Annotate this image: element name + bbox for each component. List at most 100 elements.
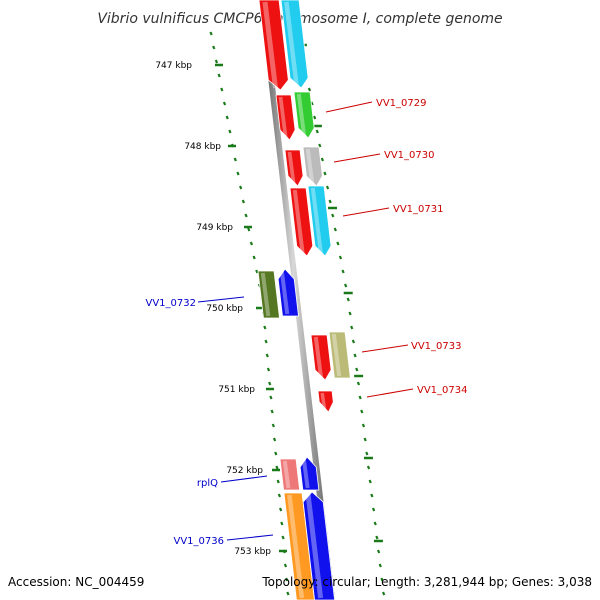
gene-label: VV1_0736	[174, 536, 225, 547]
tick-dot	[382, 591, 386, 596]
tick-dot	[280, 521, 284, 526]
tick-dot	[358, 395, 362, 400]
gene-highlight	[287, 494, 305, 599]
tick-dot	[236, 171, 240, 176]
tick-label: 749 kbp	[196, 223, 233, 233]
tick-label: 747 kbp	[155, 61, 192, 71]
summary-text: Topology: circular; Length: 3,281,944 bp…	[261, 575, 592, 589]
tick-dot	[366, 465, 371, 470]
gene-arrow	[289, 187, 314, 257]
label-leader	[197, 296, 245, 303]
gene-arrow	[279, 458, 301, 491]
gene-highlight	[305, 148, 315, 185]
tick-dot	[228, 129, 232, 134]
tick-dot	[370, 493, 374, 498]
label-leader	[366, 388, 414, 398]
tick-label: 750 kbp	[206, 304, 243, 314]
gene-highlight	[282, 460, 291, 489]
gene-arrow	[277, 268, 299, 317]
tick-dot	[310, 101, 314, 106]
gene-highlight	[292, 189, 305, 255]
tick-dot	[341, 269, 345, 274]
tick-dot	[281, 535, 285, 540]
tick-dot	[265, 353, 269, 358]
label-leader	[333, 153, 381, 163]
tick-dot	[272, 437, 277, 442]
tick-dot	[233, 157, 237, 162]
tick-label: 748 kbp	[184, 142, 221, 152]
gene-labels: VV1_0729 VV1_0730 VV1_0731 VV1_0732 VV1_0733…	[146, 98, 468, 547]
tick-dot	[209, 31, 213, 36]
tick-dot	[378, 563, 382, 568]
gene-arrow	[275, 94, 296, 141]
gene-arrow	[280, 0, 309, 89]
tick-dot	[376, 549, 381, 554]
gene-arrow	[302, 146, 323, 187]
gene-arrow	[299, 456, 320, 491]
gene-highlight	[320, 392, 327, 411]
tick-dot	[318, 143, 322, 148]
tick-dot	[255, 269, 259, 274]
tick-dot	[263, 325, 267, 330]
tick-dot	[355, 367, 359, 372]
tick-dot	[244, 213, 248, 218]
tick-dot	[350, 325, 354, 330]
gene-highlight	[305, 493, 324, 599]
tick-dot	[373, 521, 377, 526]
tick-dot	[346, 297, 350, 302]
gene-label: VV1_0734	[417, 385, 468, 396]
gene-highlight	[279, 270, 290, 315]
tick-dot	[344, 283, 348, 288]
tick-dot	[320, 157, 325, 162]
tick-labels: 747 kbp 748 kbp 749 kbp 750 kbp 751 kbp 752 k…	[155, 61, 287, 557]
tick-dot	[348, 311, 352, 316]
label-leader	[220, 475, 268, 483]
gene-label: VV1_0732	[146, 298, 197, 309]
tick-dot	[220, 87, 224, 92]
tick-dot	[247, 227, 251, 232]
tick-dot	[252, 255, 256, 260]
tick-dot	[313, 115, 317, 120]
gene-arrow	[307, 185, 332, 257]
gene-arrow	[284, 149, 304, 187]
tick-dot	[274, 451, 278, 456]
gene-highlight	[313, 336, 324, 379]
gene-highlight	[331, 333, 342, 377]
label-leader	[361, 344, 409, 353]
tick-dot	[217, 73, 221, 78]
tick-dot	[323, 171, 327, 176]
tick-dot	[249, 241, 254, 246]
gene-features	[257, 0, 351, 600]
tick-dot	[269, 395, 273, 400]
tick-dot	[363, 437, 367, 442]
gene-highlight	[278, 96, 288, 139]
tick-dot	[307, 87, 312, 92]
tick-dot	[271, 423, 275, 428]
label-leader	[342, 207, 390, 217]
tick-dot	[212, 45, 216, 50]
tick-dot	[336, 241, 340, 246]
tick-dot	[266, 367, 271, 372]
tick-dot	[285, 577, 289, 582]
tick-dot	[268, 381, 272, 386]
tick-dot	[333, 227, 337, 232]
tick-dot	[225, 115, 229, 120]
tick-label: 751 kbp	[218, 385, 255, 395]
gene-highlight	[296, 93, 307, 137]
tick-dot	[328, 199, 332, 204]
gene-label: rplQ	[197, 478, 218, 489]
tick-dot	[375, 535, 379, 540]
tick-dot	[338, 255, 343, 260]
gene-arrow	[293, 91, 315, 139]
tick-dot	[286, 591, 290, 596]
tick-dot	[380, 577, 384, 582]
gene-arrow	[328, 331, 351, 379]
tick-dot	[275, 465, 279, 470]
gene-arrow	[257, 270, 280, 319]
gene-highlight	[287, 151, 296, 185]
tick-dot	[214, 59, 219, 64]
tick-dot	[279, 507, 283, 512]
tick-dot	[264, 339, 268, 344]
gene-arrow	[258, 0, 289, 91]
